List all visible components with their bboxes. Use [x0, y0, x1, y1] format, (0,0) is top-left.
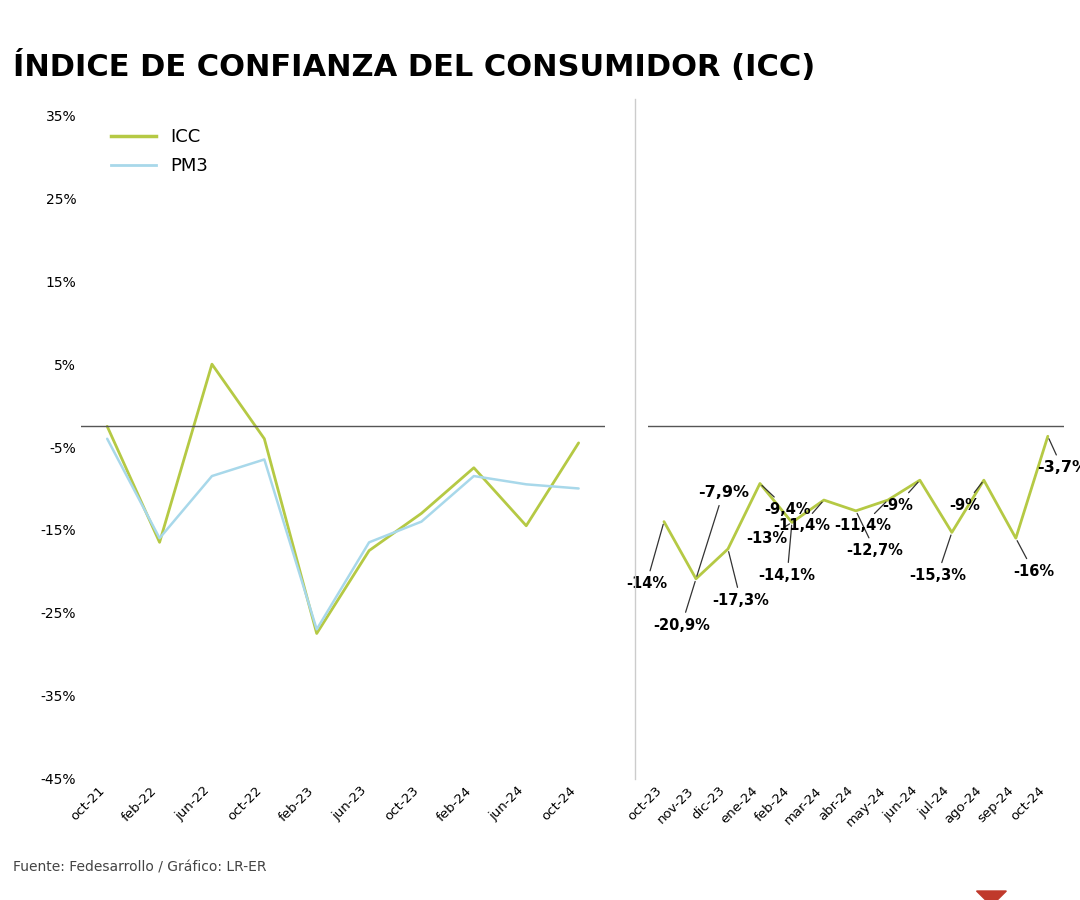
Text: -12,7%: -12,7% [847, 513, 904, 558]
Polygon shape [976, 891, 1007, 900]
Text: -20,9%: -20,9% [653, 581, 710, 633]
Text: -14%: -14% [625, 525, 667, 591]
Text: -9,4%: -9,4% [762, 485, 810, 517]
Text: -14,1%: -14,1% [758, 526, 815, 583]
Text: -9%: -9% [882, 482, 918, 512]
Text: -16%: -16% [1013, 541, 1054, 579]
Text: -7,9%: -7,9% [697, 485, 748, 576]
Text: -3,7%: -3,7% [1037, 439, 1080, 475]
Text: -11,4%: -11,4% [834, 502, 891, 534]
Text: LR: LR [974, 833, 1009, 857]
Text: Fuente: Fedesarrollo / Gráfico: LR-ER: Fuente: Fedesarrollo / Gráfico: LR-ER [13, 860, 267, 875]
Text: -11,4%: -11,4% [773, 502, 831, 534]
Text: -9%: -9% [949, 482, 982, 512]
Text: -13%: -13% [746, 524, 789, 545]
Text: -15,3%: -15,3% [909, 535, 966, 583]
Legend: ICC, PM3: ICC, PM3 [111, 129, 208, 176]
Text: ÍNDICE DE CONFIANZA DEL CONSUMIDOR (ICC): ÍNDICE DE CONFIANZA DEL CONSUMIDOR (ICC) [13, 50, 815, 82]
Text: -17,3%: -17,3% [713, 552, 769, 608]
